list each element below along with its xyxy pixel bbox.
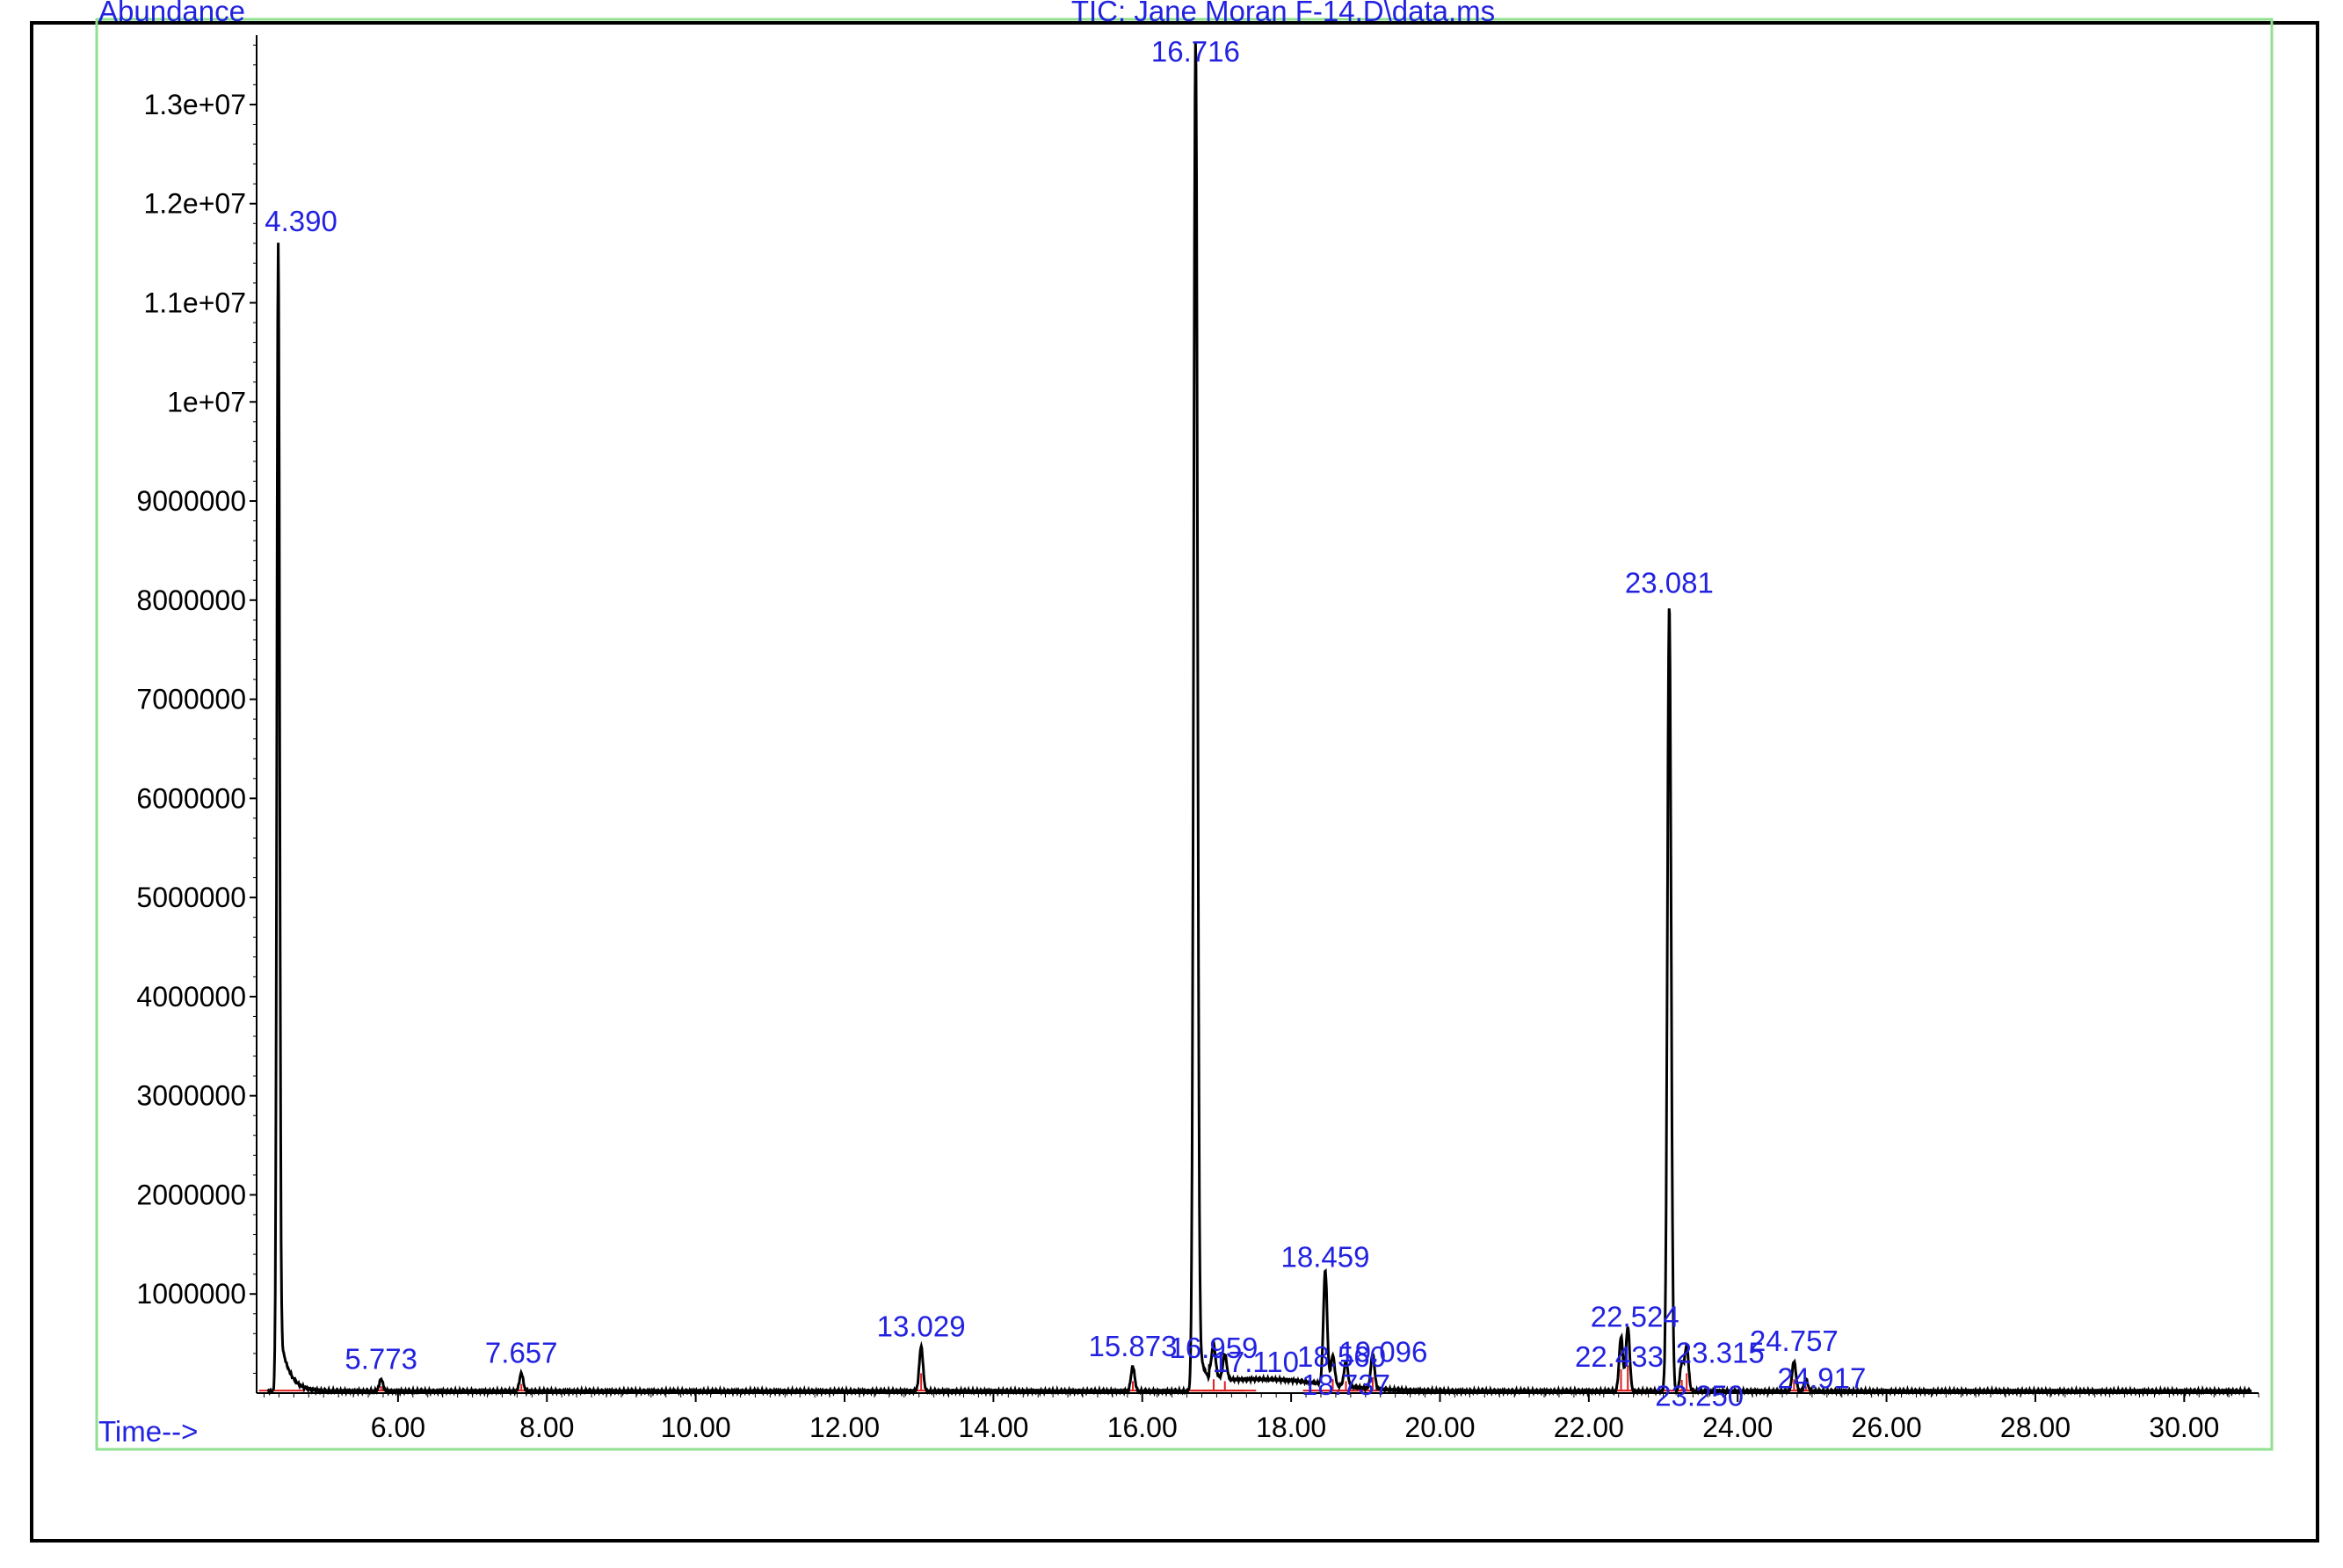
y-tick-label: 3000000 <box>136 1080 246 1112</box>
y-tick-label: 1000000 <box>136 1278 246 1310</box>
peak-label: 24.917 <box>1777 1361 1866 1394</box>
y-tick-label: 1.3e+07 <box>143 89 246 120</box>
peak-label: 13.029 <box>877 1310 966 1342</box>
tic-trace <box>266 41 2252 1397</box>
y-tick-label: 8000000 <box>136 584 246 616</box>
x-tick-label: 22.00 <box>1554 1412 1624 1443</box>
axes: 1000000 2000000 3000000 4000000 5000000 60000… <box>136 35 2260 1443</box>
peak-label: 7.657 <box>485 1337 558 1369</box>
x-tick-label: 12.00 <box>809 1412 880 1443</box>
peak-label: 16.959 <box>1169 1332 1258 1364</box>
peak-label: 23.081 <box>1625 566 1714 599</box>
plot-border <box>95 18 2274 1451</box>
peak-label: 15.873 <box>1089 1330 1178 1362</box>
x-tick-label: 30.00 <box>2149 1412 2219 1443</box>
y-tick-label: 6000000 <box>136 782 246 814</box>
x-axis-title: Time--> <box>98 1415 198 1448</box>
y-tick-label: 9000000 <box>136 485 246 517</box>
peak-label: 18.560 <box>1297 1340 1386 1373</box>
peak-label: 23.315 <box>1676 1336 1765 1368</box>
y-tick-label: 7000000 <box>136 684 246 715</box>
x-tick-label: 8.00 <box>519 1412 574 1443</box>
peak-label: 5.773 <box>345 1342 417 1375</box>
peak-label: 18.737 <box>1302 1368 1390 1401</box>
peak-label: 18.459 <box>1281 1240 1370 1273</box>
x-tick-label: 16.00 <box>1107 1412 1178 1443</box>
peak-label: 19.096 <box>1338 1336 1427 1368</box>
y-tick-label: 5000000 <box>136 882 246 913</box>
y-tick-label: 1.2e+07 <box>143 188 246 220</box>
peak-label: 17.110 <box>1212 1346 1298 1378</box>
figure-frame <box>30 21 2319 1543</box>
x-tick-label: 6.00 <box>371 1412 425 1443</box>
x-tick-label: 14.00 <box>958 1412 1028 1443</box>
y-axis-title: Abundance <box>98 0 245 27</box>
peak-label: 22.524 <box>1591 1301 1679 1333</box>
chart-title: TIC: Jane Moran F-14.D\data.ms <box>1071 0 1495 27</box>
y-tick-label: 1.1e+07 <box>143 287 246 318</box>
peak-label: 22.433 <box>1575 1340 1664 1373</box>
x-tick-label: 20.00 <box>1404 1412 1475 1443</box>
peak-label: 24.757 <box>1750 1325 1839 1357</box>
x-tick-label: 10.00 <box>661 1412 731 1443</box>
y-tick-label: 2000000 <box>136 1179 246 1210</box>
x-tick-label: 18.00 <box>1256 1412 1326 1443</box>
peak-label: 4.390 <box>265 205 337 237</box>
y-tick-label: 4000000 <box>136 981 246 1013</box>
peak-label: 16.716 <box>1151 35 1240 68</box>
peak-label: 23.250 <box>1655 1379 1744 1412</box>
x-tick-label: 26.00 <box>1852 1412 1922 1443</box>
y-tick-label: 1e+07 <box>167 386 246 417</box>
x-tick-label: 24.00 <box>1702 1412 1773 1443</box>
x-tick-label: 28.00 <box>2000 1412 2071 1443</box>
